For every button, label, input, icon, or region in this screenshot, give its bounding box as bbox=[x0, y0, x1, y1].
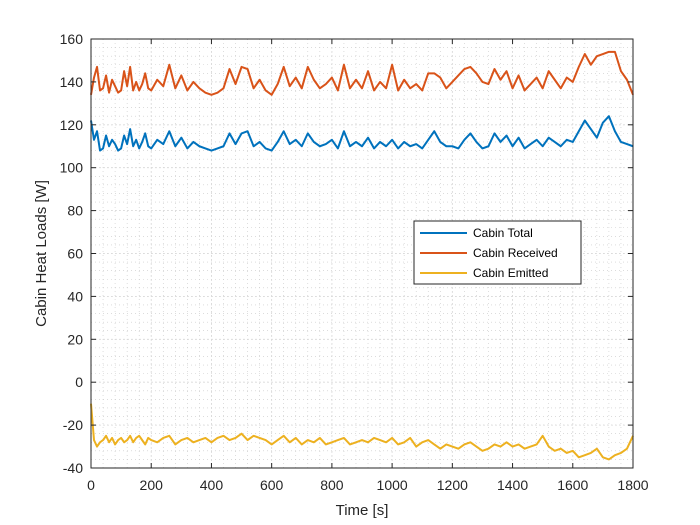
x-tick-label: 1600 bbox=[557, 477, 588, 493]
y-tick-label: 40 bbox=[67, 288, 83, 304]
y-tick-label: 140 bbox=[60, 74, 84, 90]
legend-label-cabin-total: Cabin Total bbox=[473, 226, 533, 240]
y-tick-label: 20 bbox=[67, 331, 83, 347]
series-line-cabin-emitted bbox=[90, 403, 634, 461]
x-tick-label: 400 bbox=[200, 477, 224, 493]
series-line-cabin-received bbox=[90, 50, 634, 96]
x-tick-label: 200 bbox=[140, 477, 164, 493]
y-tick-label: -40 bbox=[63, 460, 83, 476]
ticks bbox=[90, 38, 634, 469]
x-tick-label: 1800 bbox=[617, 477, 648, 493]
y-tick-label: 80 bbox=[67, 203, 83, 219]
y-tick-labels: -40 -20 0 20 40 60 80 100 120 140 160 bbox=[60, 31, 84, 476]
y-tick-label: 60 bbox=[67, 246, 83, 262]
series-group bbox=[90, 50, 634, 461]
legend-label-cabin-received: Cabin Received bbox=[473, 246, 558, 260]
x-tick-label: 1200 bbox=[437, 477, 468, 493]
legend: Cabin Total Cabin Received Cabin Emitted bbox=[413, 220, 582, 285]
x-tick-label: 0 bbox=[87, 477, 95, 493]
y-tick-label: 0 bbox=[75, 374, 83, 390]
x-tick-label: 1000 bbox=[377, 477, 408, 493]
x-tick-label: 600 bbox=[260, 477, 284, 493]
y-axis-label: Cabin Heat Loads [W] bbox=[33, 180, 50, 327]
y-tick-label: 120 bbox=[60, 117, 84, 133]
x-tick-labels: 0 200 400 600 800 1000 1200 1400 1600 1800 bbox=[87, 477, 649, 493]
x-tick-label: 800 bbox=[320, 477, 344, 493]
x-axis-label: Time [s] bbox=[336, 502, 389, 519]
x-tick-label: 1400 bbox=[497, 477, 528, 493]
y-tick-label: 100 bbox=[60, 160, 84, 176]
series-line-cabin-total bbox=[90, 115, 634, 152]
legend-label-cabin-emitted: Cabin Emitted bbox=[473, 266, 548, 280]
y-tick-label: -20 bbox=[63, 417, 83, 433]
y-tick-label: 160 bbox=[60, 31, 84, 47]
